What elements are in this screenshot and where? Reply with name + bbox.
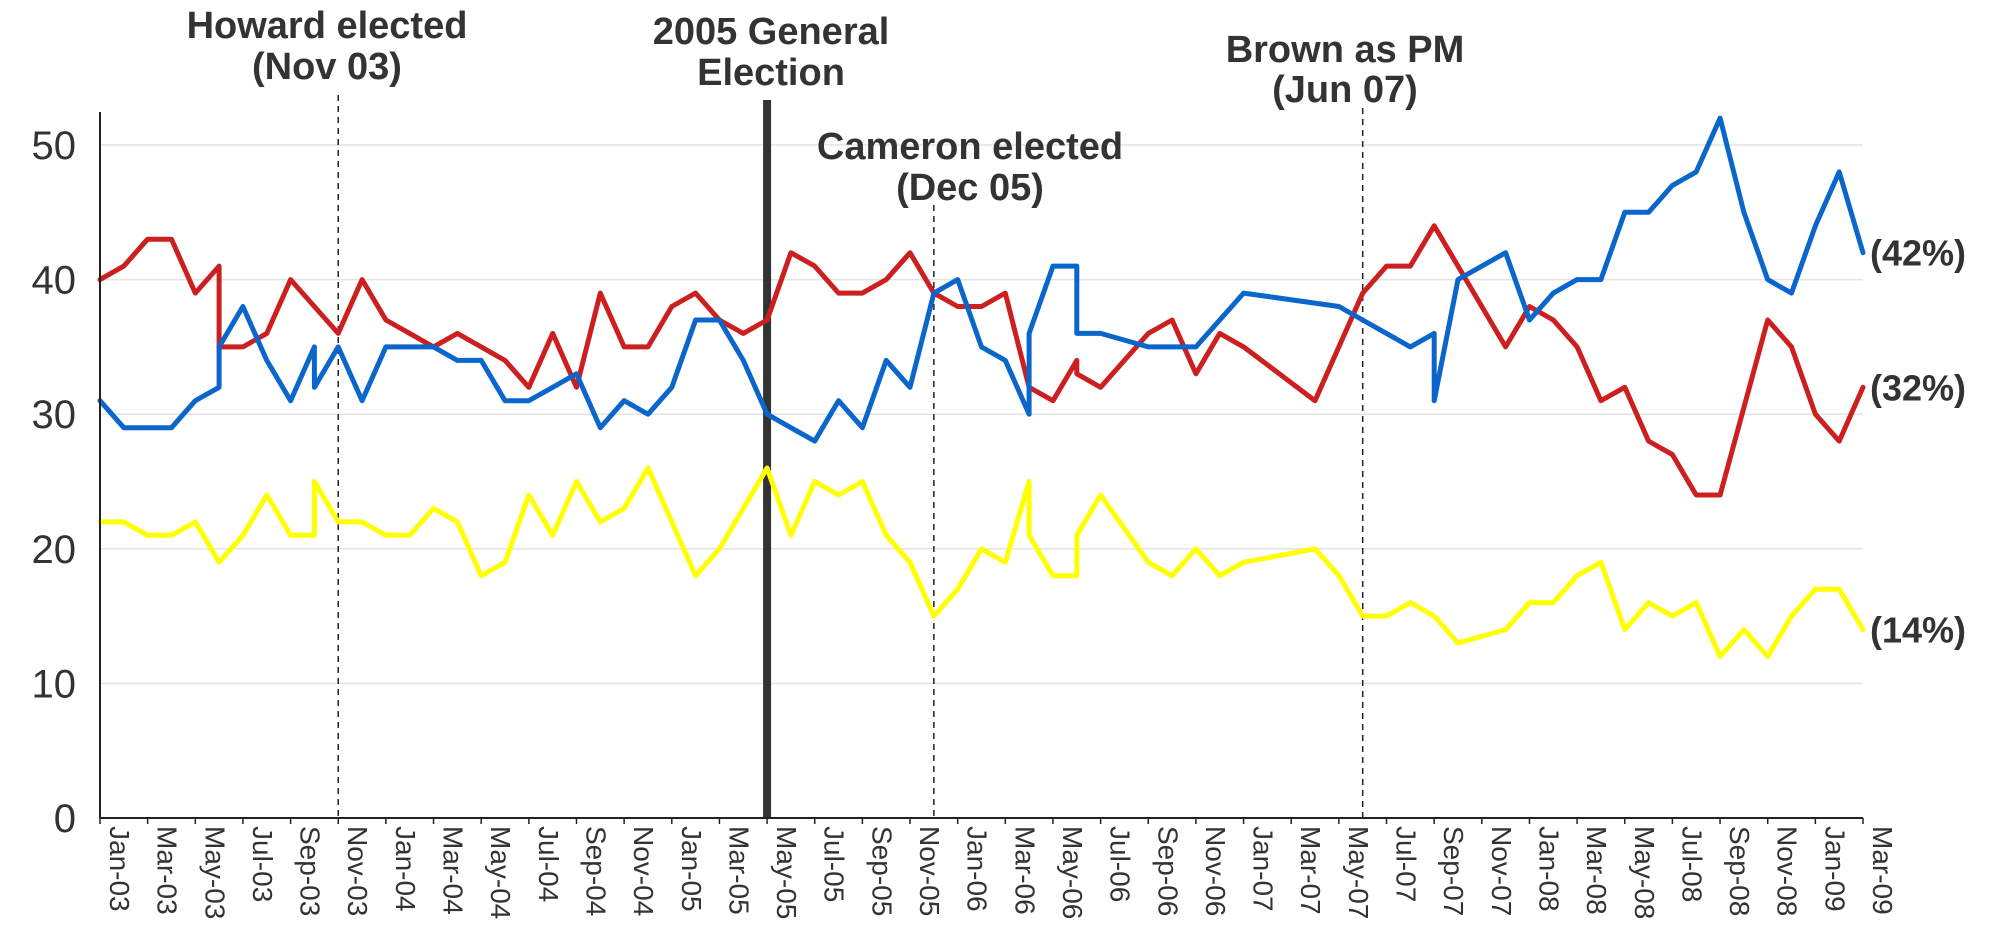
x-tick-label: Sep-04 (580, 826, 611, 916)
x-tick-label: Jul-05 (819, 826, 850, 902)
series-lines (97, 115, 1866, 659)
x-tick-label: Jan-05 (676, 826, 707, 912)
x-tick-label: Jan-04 (390, 826, 421, 912)
x-tick-label: Jul-07 (1391, 826, 1422, 902)
y-tick-label: 10 (32, 662, 77, 706)
x-tick-label: Jul-04 (533, 826, 564, 902)
x-tick-labels: Jan-03 Mar-03 May-03 Jul-03 Sep-03 Nov-03 Jan-… (104, 826, 1898, 919)
event-annotation-text: (Dec 05) (896, 167, 1044, 209)
x-tick-label: Nov-03 (342, 826, 373, 916)
x-tick-label: May-03 (199, 826, 230, 919)
event-annotation-text: Howard elected (187, 5, 468, 47)
x-tick-label: Mar-04 (438, 826, 469, 915)
x-tick-label: Mar-09 (1867, 826, 1898, 915)
series-end-label: (42%) (1870, 233, 1966, 274)
x-tick-label: Jan-08 (1533, 826, 1564, 912)
event-lines (337, 95, 1364, 818)
y-tick-labels: 0 10 20 30 40 50 (32, 124, 77, 841)
x-tick-label: Nov-08 (1772, 826, 1803, 916)
y-tick-label: 20 (32, 528, 77, 572)
event-annotation-text: Cameron elected (817, 126, 1123, 168)
x-tick-label: May-06 (1057, 826, 1088, 919)
series-line-1 (97, 223, 1866, 498)
series-end-labels: (32%) (42%) (14%) (1870, 233, 1966, 651)
event-annotation-text: (Jun 07) (1272, 69, 1418, 111)
x-tick-label: Jul-08 (1676, 826, 1707, 902)
y-tick-label: 30 (32, 393, 77, 437)
event-annotation-text: Brown as PM (1226, 29, 1465, 71)
x-tick-label: Jan-09 (1819, 826, 1850, 912)
x-tick-label: Mar-05 (723, 826, 754, 915)
x-tick-label: Jan-03 (104, 826, 135, 912)
event-annotation-text: 2005 General (653, 11, 890, 53)
x-tick-label: Jul-06 (1105, 826, 1136, 902)
x-tick-label: Nov-04 (628, 826, 659, 916)
series-line-3 (97, 465, 1866, 659)
x-tick-label: Nov-06 (1200, 826, 1231, 916)
series-end-label: (32%) (1870, 367, 1966, 408)
x-tick-label: Nov-07 (1486, 826, 1517, 916)
x-tick-label: Mar-03 (152, 826, 183, 915)
x-tick-label: Jan-06 (962, 826, 993, 912)
x-tick-label: May-08 (1629, 826, 1660, 919)
axes (99, 112, 1864, 824)
x-tick-label: Mar-08 (1581, 826, 1612, 915)
series-line-2 (97, 115, 1866, 444)
event-annotation-text: (Nov 03) (252, 46, 402, 88)
x-tick-label: Mar-06 (1009, 826, 1040, 915)
x-tick-label: Mar-07 (1295, 826, 1326, 915)
y-tick-label: 40 (32, 259, 77, 303)
x-tick-label: Sep-07 (1438, 826, 1469, 916)
x-tick-label: May-07 (1343, 826, 1374, 919)
series-end-label: (14%) (1870, 610, 1966, 651)
y-tick-label: 0 (54, 797, 76, 841)
gridlines (100, 144, 1863, 685)
x-tick-label: Sep-05 (866, 826, 897, 916)
x-tick-label: Jul-03 (247, 826, 278, 902)
event-annotations: Howard elected(Nov 03) 2005 GeneralElecti… (187, 5, 1465, 209)
x-tick-label: Sep-06 (1152, 826, 1183, 916)
x-tick-label: Jan-07 (1248, 826, 1279, 912)
event-annotation-text: Election (697, 52, 845, 94)
x-tick-label: May-05 (771, 826, 802, 919)
x-tick-label: Sep-03 (295, 826, 326, 916)
x-tick-label: Nov-05 (914, 826, 945, 916)
y-tick-label: 50 (32, 124, 77, 168)
x-tick-label: Sep-08 (1724, 826, 1755, 916)
x-tick-label: May-04 (485, 826, 516, 919)
